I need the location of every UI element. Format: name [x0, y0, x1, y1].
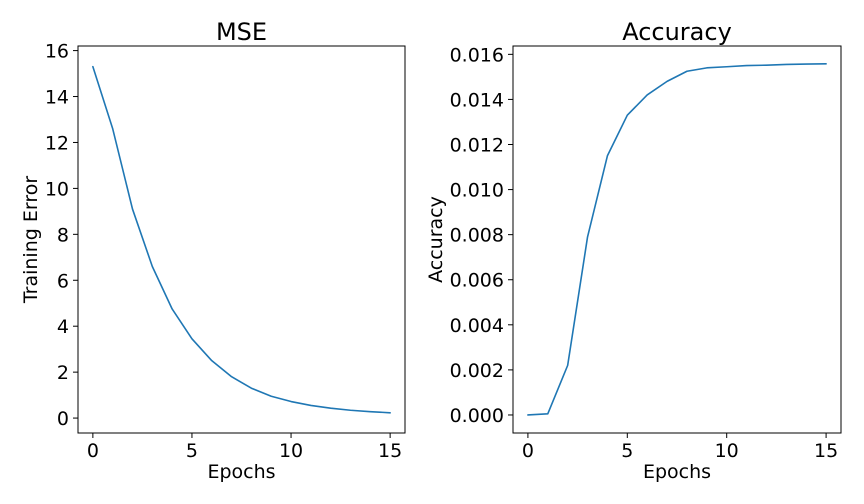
y-tick-label: 0.012	[450, 134, 504, 156]
x-tick-label: 10	[715, 440, 739, 462]
y-tick-label: 0.010	[450, 180, 504, 202]
x-tick-label: 5	[186, 440, 198, 462]
y-tick-label: 14	[45, 87, 69, 109]
y-tick-label: 0.014	[450, 89, 504, 111]
y-tick-label: 0.008	[450, 225, 504, 247]
plot-frame	[512, 45, 842, 434]
y-tick-label: 8	[57, 224, 69, 246]
y-tick-label: 12	[45, 132, 69, 154]
x-axis-label: Epochs	[207, 461, 275, 483]
x-tick-label: 0	[522, 440, 534, 462]
y-tick-label: 0	[57, 408, 69, 430]
x-axis-label: Epochs	[643, 461, 711, 483]
chart-title: Accuracy	[622, 18, 732, 46]
y-tick-label: 0.002	[450, 360, 504, 382]
x-tick-label: 0	[87, 440, 99, 462]
x-tick-label: 5	[621, 440, 633, 462]
y-tick-label: 10	[45, 178, 69, 200]
x-tick-label: 10	[279, 440, 303, 462]
plot-frame	[77, 45, 406, 434]
y-tick-label: 4	[57, 316, 69, 338]
y-tick-label: 2	[57, 362, 69, 384]
y-tick-label: 0.016	[450, 44, 504, 66]
y-tick-label: 0.006	[450, 270, 504, 292]
y-tick-label: 0.004	[450, 315, 504, 337]
chart-title: MSE	[216, 18, 267, 46]
y-tick-label: 0.000	[450, 405, 504, 427]
y-tick-label: 16	[45, 41, 69, 63]
series-line	[527, 63, 827, 416]
series-line	[92, 65, 391, 414]
x-tick-label: 15	[814, 440, 838, 462]
y-tick-label: 6	[57, 270, 69, 292]
y-axis-label: Accuracy	[425, 196, 447, 283]
x-tick-label: 15	[378, 440, 402, 462]
mse-panel: MSE 0 5 10 15 0 2 4 6 8 10 12 14 16 Epochs Training Err…	[20, 18, 406, 483]
y-axis-label: Training Error	[20, 176, 42, 305]
accuracy-panel: Accuracy 0 5 10 15 0.000 0.002 0.004 0.006 0.008 0…	[425, 18, 842, 483]
